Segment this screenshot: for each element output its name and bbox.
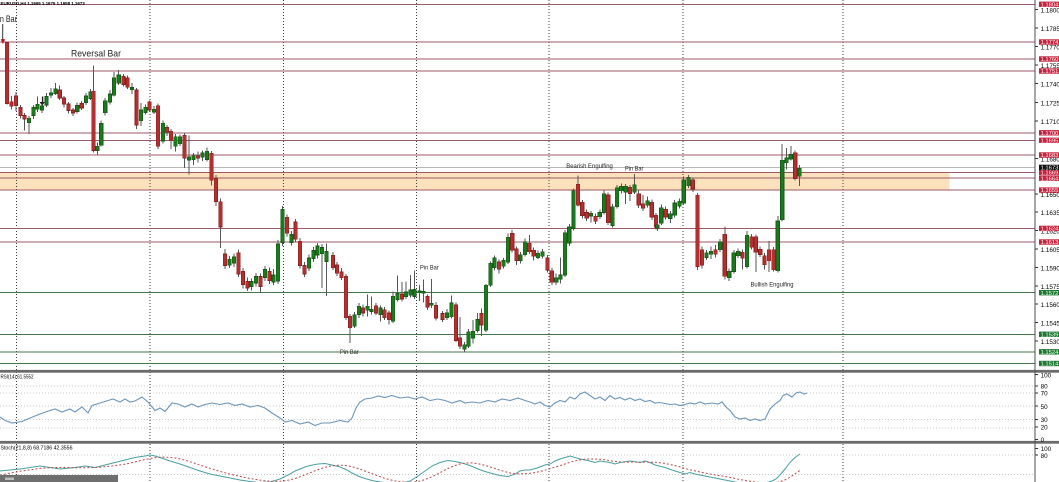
svg-text:1.1800: 1.1800 xyxy=(1041,7,1059,14)
svg-text:1.1673: 1.1673 xyxy=(1041,166,1059,172)
svg-text:1.1545: 1.1545 xyxy=(1041,321,1059,328)
svg-text:1.1655: 1.1655 xyxy=(1041,188,1059,194)
svg-text:Pin Bar: Pin Bar xyxy=(340,349,359,356)
svg-text:1.1700: 1.1700 xyxy=(1041,131,1059,137)
svg-text:Pin Bar: Pin Bar xyxy=(420,265,439,272)
svg-text:1.1774: 1.1774 xyxy=(1041,40,1059,46)
svg-text:1.1770: 1.1770 xyxy=(1041,45,1059,52)
svg-text:1.1740: 1.1740 xyxy=(1041,82,1059,89)
svg-text:1.1683: 1.1683 xyxy=(1041,153,1059,159)
svg-text:1.1560: 1.1560 xyxy=(1041,302,1059,309)
svg-text:1.1650: 1.1650 xyxy=(1041,192,1059,199)
svg-text:1.1514: 1.1514 xyxy=(1041,362,1059,368)
svg-text:Pin Bar: Pin Bar xyxy=(625,165,643,172)
svg-text:1.1695: 1.1695 xyxy=(1041,138,1059,144)
svg-text:1.1624: 1.1624 xyxy=(1041,227,1059,233)
svg-text:Bullish Engulfing: Bullish Engulfing xyxy=(751,282,794,289)
svg-text:1.1613: 1.1613 xyxy=(1041,240,1059,246)
svg-text:80: 80 xyxy=(1041,384,1049,391)
svg-text:Bearish Engulfing: Bearish Engulfing xyxy=(566,163,613,170)
svg-text:EURUSD,H4 1.1665 1.1675 1.165: EURUSD,H4 1.1665 1.1675 1.1658 1.1673 xyxy=(1,1,86,6)
svg-text:1.1725: 1.1725 xyxy=(1041,100,1059,107)
svg-text:100: 100 xyxy=(1041,372,1052,379)
svg-text:Reversal Bar: Reversal Bar xyxy=(71,49,121,60)
svg-text:1.1590: 1.1590 xyxy=(1041,265,1059,272)
svg-text:1.1785: 1.1785 xyxy=(1041,26,1059,33)
svg-text:Pin Bar: Pin Bar xyxy=(0,14,17,24)
svg-text:1.1804: 1.1804 xyxy=(1041,2,1059,8)
svg-text:1.1664: 1.1664 xyxy=(1041,176,1059,182)
svg-text:RSI(14) 61.5552: RSI(14) 61.5552 xyxy=(1,374,34,380)
svg-text:Stoch(21,8,8) 68.7186 42.3556: Stoch(21,8,8) 68.7186 42.3556 xyxy=(1,445,73,451)
svg-text:1.1751: 1.1751 xyxy=(1041,69,1059,75)
svg-text:1.1524: 1.1524 xyxy=(1041,350,1059,356)
svg-text:1.1575: 1.1575 xyxy=(1041,284,1059,291)
svg-text:100: 100 xyxy=(1041,446,1052,453)
svg-text:70: 70 xyxy=(1041,390,1049,397)
svg-text:30: 30 xyxy=(1041,417,1049,424)
svg-text:0: 0 xyxy=(1041,437,1045,444)
svg-text:1.1572: 1.1572 xyxy=(1041,291,1059,297)
svg-text:1.1760: 1.1760 xyxy=(1041,57,1059,63)
svg-text:1.1635: 1.1635 xyxy=(1041,210,1059,217)
svg-text:20: 20 xyxy=(1041,425,1049,432)
svg-text:1.1755: 1.1755 xyxy=(1041,63,1059,70)
svg-text:1.1539: 1.1539 xyxy=(1041,332,1059,338)
svg-text:80: 80 xyxy=(1041,453,1049,460)
svg-text:1.1530: 1.1530 xyxy=(1041,339,1059,346)
svg-text:1.1710: 1.1710 xyxy=(1041,119,1059,126)
svg-text:1.1620: 1.1620 xyxy=(1041,229,1059,236)
svg-text:1.1680: 1.1680 xyxy=(1041,156,1059,163)
svg-text:50: 50 xyxy=(1041,404,1049,411)
svg-text:1.1669: 1.1669 xyxy=(1041,171,1059,177)
svg-text:1.1605: 1.1605 xyxy=(1041,247,1059,254)
